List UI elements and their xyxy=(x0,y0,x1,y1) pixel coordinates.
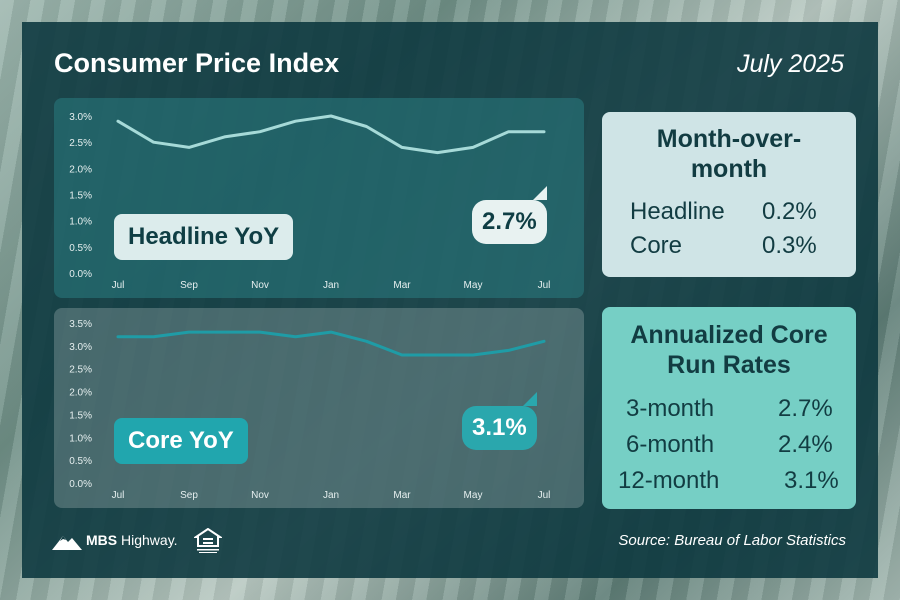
data-point xyxy=(223,330,226,334)
y-tick-label: 2.5% xyxy=(69,138,92,149)
report-date: July 2025 xyxy=(736,50,844,78)
data-point xyxy=(152,140,155,144)
mom-headline-label: Headline xyxy=(630,198,725,225)
x-tick-label: Jan xyxy=(323,490,339,501)
x-tick-label: Jan xyxy=(323,280,339,291)
data-point xyxy=(436,353,439,357)
data-point xyxy=(436,151,439,154)
run-rate-6m-value: 2.4% xyxy=(778,431,833,458)
x-tick-label: Jul xyxy=(112,280,125,291)
x-tick-label: Nov xyxy=(251,280,269,291)
page-title: Consumer Price Index xyxy=(54,48,340,78)
data-point xyxy=(223,135,226,139)
y-tick-label: 0.5% xyxy=(69,456,92,467)
core-chart: 3.5% 3.0% 2.5% 2.0% 1.5% 1.0% 0.5% 0.0% Jul Sep No… xyxy=(69,319,551,501)
mom-title: Month-over-month xyxy=(656,125,802,183)
brand-logo: MBS Highway. xyxy=(52,532,178,550)
series-line xyxy=(116,114,546,155)
y-tick-label: 2.0% xyxy=(69,164,92,175)
run-rates-box: Annualized Core Run Rates 3-month 2.7% 6… xyxy=(602,307,856,509)
data-point xyxy=(365,125,368,128)
brand-name: MBS xyxy=(86,532,118,548)
headline-yoy-callout: 2.7% xyxy=(472,186,547,244)
x-tick-label: May xyxy=(464,490,483,501)
y-tick-label: 0.0% xyxy=(69,479,92,490)
y-tick-label: 0.0% xyxy=(69,269,92,280)
run-rate-6m-label: 6-month xyxy=(626,431,715,458)
series-line xyxy=(116,330,546,357)
run-rate-3m-label: 3-month xyxy=(626,395,715,422)
equal-housing-icon xyxy=(194,528,222,553)
data-point xyxy=(542,130,546,133)
data-point xyxy=(471,146,475,149)
core-yoy-callout: 3.1% xyxy=(462,392,537,450)
mom-core-label: Core xyxy=(630,232,683,259)
core-yoy-label: Core YoY xyxy=(114,418,248,464)
data-point xyxy=(294,120,297,123)
data-point xyxy=(187,146,191,149)
x-tick-label: Sep xyxy=(180,490,198,501)
data-point xyxy=(400,353,404,357)
y-tick-label: 3.0% xyxy=(69,342,92,353)
brand-suffix: Highway. xyxy=(121,532,178,548)
data-point xyxy=(542,340,546,343)
y-tick-label: 1.0% xyxy=(69,217,92,228)
x-tick-label: May xyxy=(464,280,483,291)
y-tick-label: 1.5% xyxy=(69,191,92,202)
run-rate-3m-value: 2.7% xyxy=(778,395,833,422)
headline-yoy-label: Headline YoY xyxy=(114,214,294,260)
y-tick-label: 1.5% xyxy=(69,410,92,421)
run-rate-12m-value: 3.1% xyxy=(784,467,839,494)
x-tick-label: Mar xyxy=(393,280,411,291)
data-point xyxy=(258,330,262,334)
data-point xyxy=(471,353,475,357)
run-rate-12m-label: 12-month xyxy=(618,467,720,494)
x-tick-label: Jul xyxy=(538,280,551,291)
mom-box: Month-over-month Headline 0.2% Core 0.3% xyxy=(602,112,856,277)
data-point xyxy=(365,340,368,343)
data-point xyxy=(507,130,510,133)
data-point xyxy=(116,120,120,123)
mom-core-value: 0.3% xyxy=(762,232,817,259)
data-point xyxy=(507,349,510,352)
data-point xyxy=(116,335,120,338)
x-tick-label: Jul xyxy=(538,490,551,501)
mom-headline-value: 0.2% xyxy=(762,198,817,225)
y-tick-label: 2.5% xyxy=(69,365,92,376)
x-tick-label: Sep xyxy=(180,280,198,291)
data-point xyxy=(258,130,262,133)
y-tick-label: 2.0% xyxy=(69,388,92,399)
x-tick-label: Nov xyxy=(251,490,269,501)
run-rates-title: Annualized Core Run Rates xyxy=(630,321,828,379)
headline-chart-panel: 3.0% 2.5% 2.0% 1.5% 1.0% 0.5% 0.0% Jul Sep Nov Jan… xyxy=(54,98,584,298)
data-point xyxy=(400,146,404,149)
data-point xyxy=(294,335,297,338)
y-tick-label: 3.0% xyxy=(69,112,92,123)
headline-chart: 3.0% 2.5% 2.0% 1.5% 1.0% 0.5% 0.0% Jul Sep Nov Jan… xyxy=(69,112,551,291)
data-point xyxy=(152,335,155,338)
mountain-logo-icon xyxy=(52,536,82,550)
y-tick-label: 0.5% xyxy=(69,243,92,254)
y-tick-label: 1.0% xyxy=(69,433,92,444)
y-tick-label: 3.5% xyxy=(69,319,92,330)
infographic-card: Consumer Price Index July 2025 3.0% 2.5% 2… xyxy=(22,22,878,578)
data-point xyxy=(187,330,191,334)
data-point xyxy=(329,114,333,118)
data-point xyxy=(329,330,333,334)
core-chart-panel: 3.5% 3.0% 2.5% 2.0% 1.5% 1.0% 0.5% 0.0% Jul Sep No… xyxy=(54,308,584,508)
x-tick-label: Jul xyxy=(112,490,125,501)
x-tick-label: Mar xyxy=(393,490,411,501)
source-note: Source: Bureau of Labor Statistics xyxy=(618,532,846,549)
